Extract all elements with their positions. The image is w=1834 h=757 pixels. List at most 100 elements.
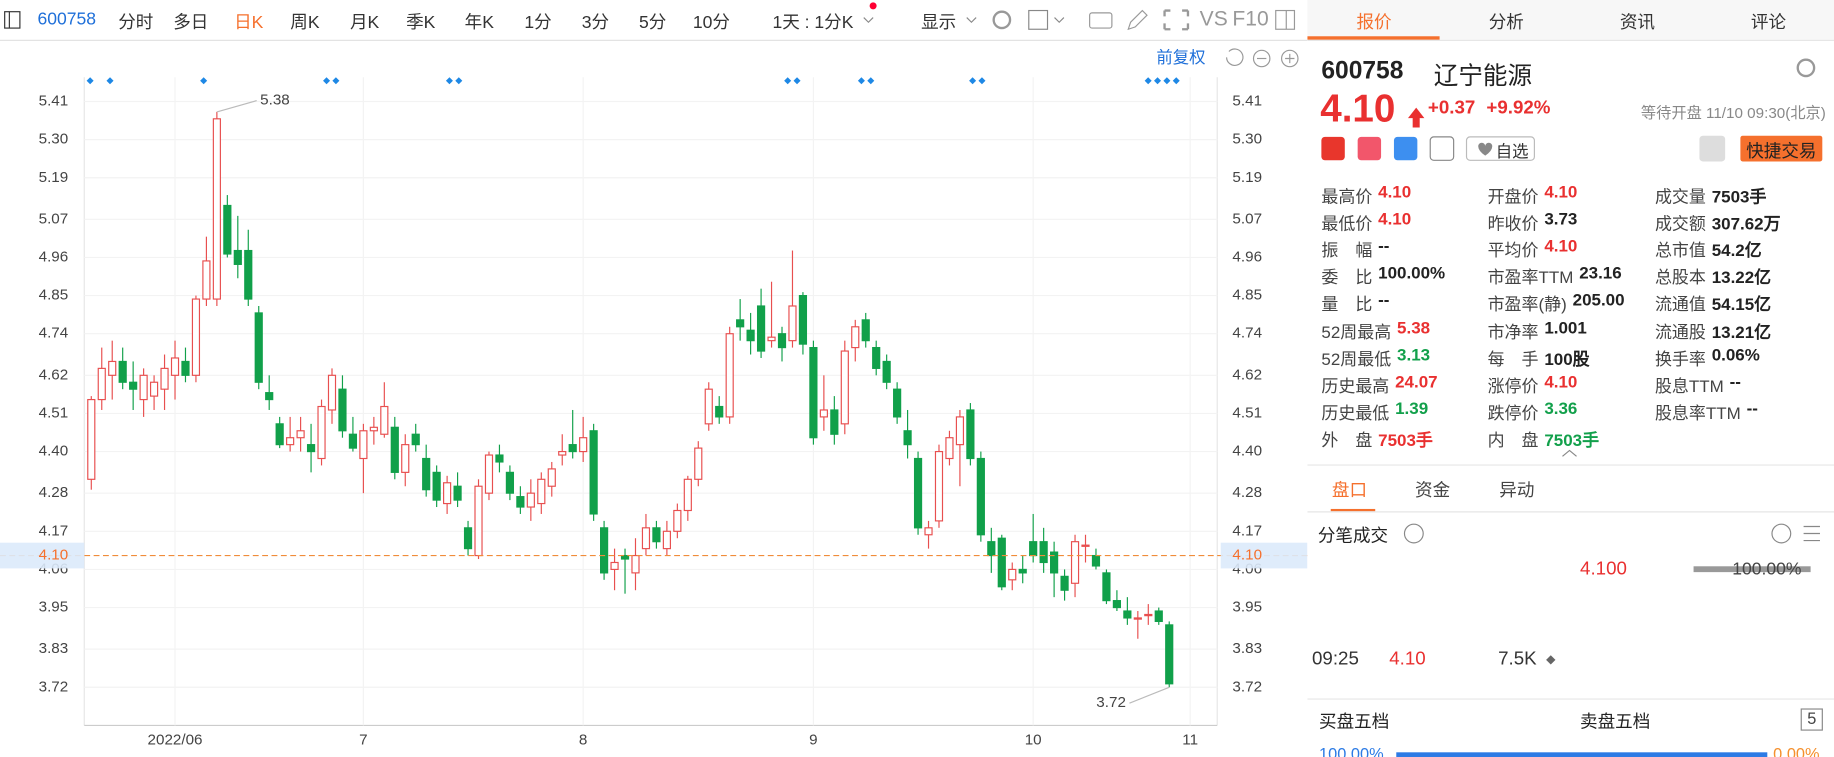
zoom-out-icon[interactable] [1252,49,1271,68]
stat-label: 成交额 [1654,215,1706,235]
stat-value: 7503手 [1378,431,1433,451]
sub-tab[interactable]: 盘口 [1331,480,1368,501]
quote-tab[interactable]: 分析 [1488,12,1524,33]
y2-tick-label: 5.07 [1232,210,1262,227]
candle-body [443,482,452,505]
candle-body [463,527,473,550]
candle-body [997,537,1006,588]
tick-last: 4.10 [1389,649,1426,670]
candle-body [286,437,295,446]
more-icon[interactable] [1771,523,1792,544]
last-price-label: 4.10 [39,547,69,564]
candle-body [1060,575,1069,591]
depth-count[interactable]: 5 [1807,709,1817,728]
panel-icon[interactable] [1275,9,1296,30]
quote-tab[interactable]: 报价 [1356,12,1392,33]
event-marker [784,77,792,85]
period-tab[interactable]: 季K [406,12,436,33]
stat-value: 7503手 [1711,188,1767,208]
event-marker [86,77,94,85]
camera-icon[interactable] [1089,12,1113,29]
checkbox-icon[interactable] [1028,9,1049,30]
watch-button[interactable] [1465,136,1535,161]
period-tab[interactable]: 1天 : 1分K [772,12,854,33]
note-icon[interactable] [1429,136,1455,161]
candle-body [589,430,598,515]
candle-body [537,478,546,505]
period-tab[interactable]: 5分 [639,12,667,33]
period-tab[interactable]: 多日 [173,12,209,33]
candle-body [788,305,797,342]
annotation-line [216,100,257,113]
trade-button[interactable] [1740,135,1823,162]
pen-icon[interactable] [1127,9,1148,31]
change: +0.37 [1427,98,1476,119]
period-tab[interactable]: 3分 [581,12,610,33]
event-marker [1163,77,1171,85]
y2-tick-label: 5.19 [1232,169,1262,186]
stat-label: 外 盘 [1321,431,1373,451]
candle-body [631,554,640,574]
event-marker [445,77,453,85]
stock-code[interactable]: 600758 [37,9,97,30]
bell-icon[interactable] [1699,135,1726,162]
period-tab[interactable]: 分时 [118,12,154,33]
stat-label: 平均价 [1487,242,1539,262]
candle-body [694,447,703,480]
f10-button[interactable]: F10 [1232,7,1269,31]
candle-body [1112,600,1121,609]
vs-button[interactable]: VS [1199,7,1228,31]
period-tab[interactable]: 月K [349,12,380,33]
period-tab[interactable]: 10分 [692,12,730,33]
stat-value: 24.07 [1395,372,1438,392]
settings-icon[interactable] [992,10,1012,30]
candle-body [1133,617,1142,620]
candle-body [233,249,242,265]
candle-body [170,357,180,376]
candle-body [913,457,923,529]
caret [1054,17,1065,24]
adjust-label[interactable]: 前复权 [1156,49,1205,67]
info-icon[interactable] [1403,523,1424,544]
settings-icon[interactable] [1796,58,1816,78]
x-tick-label: 2022/06 [148,732,203,749]
candle-body [453,485,462,501]
event-marker [1144,77,1152,85]
candle-body [139,374,148,401]
collapse-icon[interactable] [1562,449,1577,457]
annotation-line [1129,686,1170,704]
candle-body [223,204,232,255]
event-marker [969,77,977,85]
y2-tick-label: 3.95 [1232,599,1262,616]
sub-tab[interactable]: 资金 [1415,480,1451,501]
candle-body [1091,554,1101,567]
quote-tab[interactable]: 评论 [1750,12,1787,33]
candle-body [893,388,902,418]
period-tab[interactable]: 1分 [524,12,552,33]
quote-tab[interactable]: 资讯 [1619,12,1655,33]
watch-label[interactable]: 自选 [1495,141,1529,161]
period-tab[interactable]: 年K [464,12,494,33]
candle-body [882,360,891,383]
menu-icon[interactable] [4,11,21,29]
sub-tab[interactable]: 异动 [1499,480,1535,501]
period-tab[interactable]: 日K [234,12,264,33]
display-menu[interactable]: 显示 [921,12,957,33]
stat-value: 1.39 [1395,399,1429,419]
candle-body [1050,551,1059,574]
fullscreen-icon[interactable] [1163,9,1190,31]
candle-body [777,333,787,349]
event-marker [1154,77,1162,85]
trade-label[interactable]: 快捷交易 [1746,141,1817,162]
candle-body [369,426,378,432]
stat-label: 昨收价 [1487,215,1539,235]
stat-label: 涨停价 [1487,377,1539,397]
y-tick-label: 3.95 [39,599,69,616]
undo-icon[interactable] [1225,48,1244,66]
y-tick-label: 4.40 [39,443,69,460]
stat-value: 4.10 [1378,210,1412,230]
candle-body [610,561,619,571]
zoom-in-icon[interactable] [1281,49,1299,68]
list-icon[interactable] [1803,525,1820,542]
period-tab[interactable]: 周K [290,12,320,33]
